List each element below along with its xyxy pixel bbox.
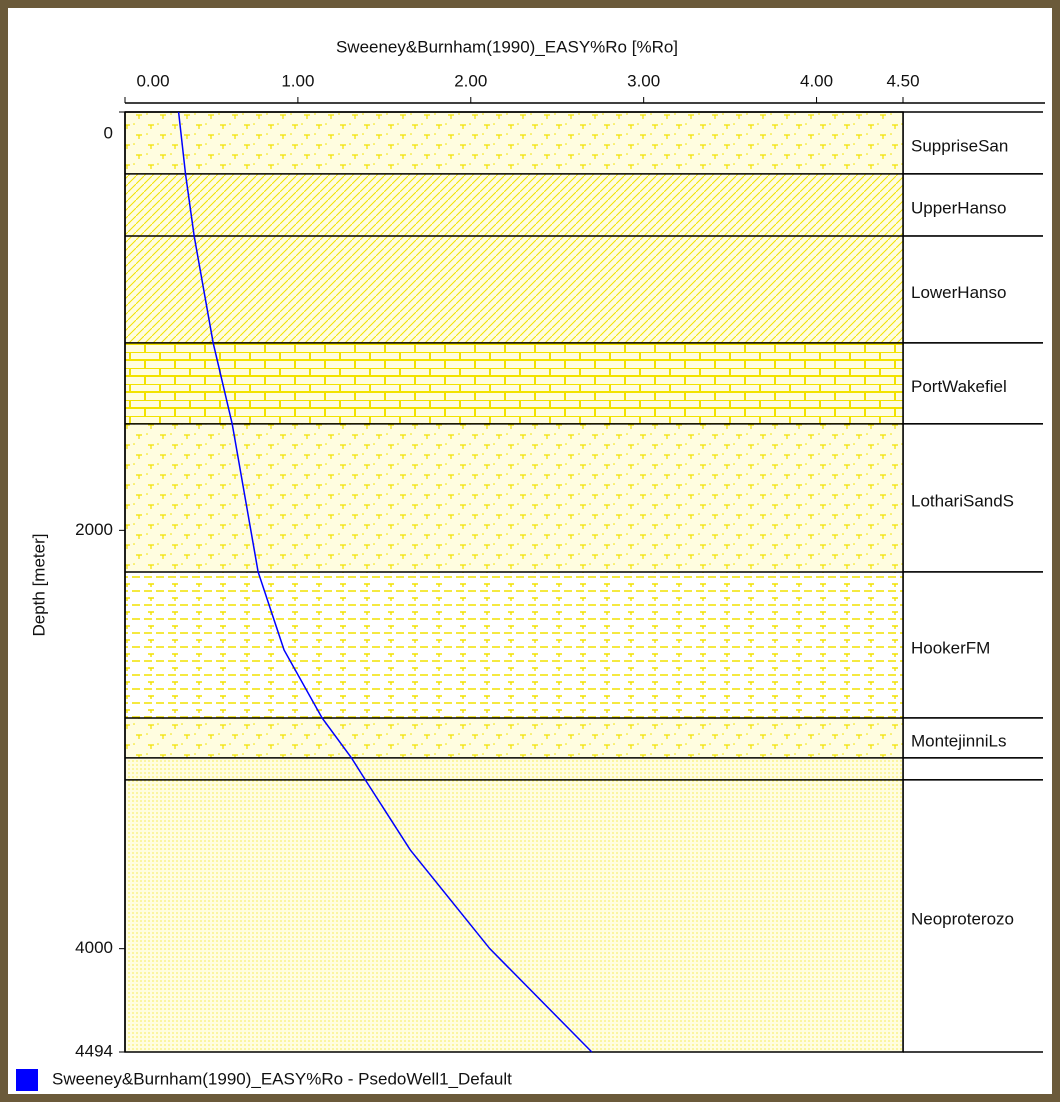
layer [125, 424, 903, 572]
formation-cell [903, 758, 1060, 780]
formation-label: LothariSandS [911, 491, 1014, 510]
legend-swatch [16, 1069, 38, 1091]
y-tick-label: 4000 [75, 938, 113, 957]
formation-label: Neoproterozo [911, 909, 1014, 928]
x-tick-label: 0.00 [136, 71, 169, 90]
y-tick-label: 4494 [75, 1041, 113, 1060]
formation-label: UpperHanso [911, 198, 1006, 217]
formation-label: HookerFM [911, 638, 990, 657]
layer [125, 572, 903, 718]
formation-column: SuppriseSan UpperHanso LowerHanso PortWakef… [903, 112, 1060, 1052]
formation-label: SuppriseSan [911, 136, 1008, 155]
formation-label: PortWakefiel [911, 377, 1007, 396]
layer [125, 343, 903, 424]
legend: Sweeney&Burnham(1990)_EASY%Ro - PsedoWel… [16, 1069, 512, 1091]
formation-label: LowerHanso [911, 283, 1006, 302]
legend-label: Sweeney&Burnham(1990)_EASY%Ro - PsedoWel… [52, 1069, 512, 1088]
y-tick-label: 2000 [75, 520, 113, 539]
y-axis-label: Depth [meter] [29, 534, 48, 637]
x-tick-label: 1.00 [281, 71, 314, 90]
layer [125, 112, 903, 174]
layer [125, 718, 903, 758]
chart: Sweeney&Burnham(1990)_EASY%Ro [%Ro] Dept… [0, 0, 1060, 1102]
layer [125, 758, 903, 780]
x-tick-label: 2.00 [454, 71, 487, 90]
layer [125, 174, 903, 236]
x-tick-label: 4.50 [886, 71, 919, 90]
x-tick-label: 4.00 [800, 71, 833, 90]
layer [125, 236, 903, 343]
layer [125, 780, 903, 1052]
formation-label: MontejinniLs [911, 731, 1006, 750]
chart-title: Sweeney&Burnham(1990)_EASY%Ro [%Ro] [336, 37, 678, 56]
y-tick-label: 0 [104, 123, 113, 142]
x-tick-label: 3.00 [627, 71, 660, 90]
layers [125, 112, 903, 1052]
